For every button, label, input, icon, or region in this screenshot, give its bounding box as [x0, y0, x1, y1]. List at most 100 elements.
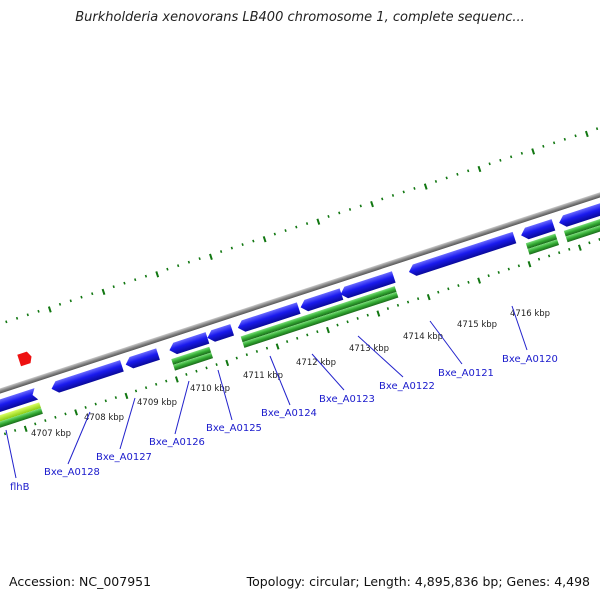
- scale-tick: [537, 257, 541, 261]
- scale-label: 4712 kbp: [296, 358, 336, 368]
- scale-tick: [174, 376, 179, 383]
- scale-tick: [265, 346, 269, 350]
- scale-tick: [416, 297, 420, 301]
- scale-tick: [54, 415, 57, 419]
- scale-label: 4716 kbp: [510, 309, 550, 319]
- gene-arrow[interactable]: [206, 324, 235, 343]
- chromosome-backbone: [0, 184, 600, 406]
- gene-label-bxe-a0122[interactable]: Bxe_A0122: [379, 381, 435, 392]
- scale-tick: [574, 134, 577, 138]
- gene-label-bxe-a0128[interactable]: Bxe_A0128: [44, 467, 100, 478]
- cds-bar[interactable]: [240, 286, 397, 343]
- scale-tick: [584, 130, 589, 138]
- gene-track[interactable]: [0, 193, 600, 417]
- scale-tick: [477, 165, 482, 173]
- scale-tick: [69, 299, 72, 303]
- scale-tick: [327, 215, 330, 218]
- gene-arrow[interactable]: [519, 219, 556, 241]
- scale-tick: [406, 300, 410, 304]
- inner-tick-ring: [3, 238, 600, 436]
- scale-tick: [488, 162, 491, 166]
- scale-tick: [547, 254, 551, 258]
- cds-bar[interactable]: [0, 408, 43, 437]
- cds-track[interactable]: [0, 206, 600, 437]
- gene-arrow[interactable]: [557, 193, 600, 229]
- scale-tick: [155, 382, 158, 386]
- gene-arrow[interactable]: [0, 388, 39, 417]
- scale-tick: [359, 204, 362, 208]
- cds-bar[interactable]: [171, 346, 212, 365]
- red-feature-marker[interactable]: [17, 351, 33, 367]
- scale-tick: [467, 169, 470, 173]
- scale-tick: [285, 340, 289, 343]
- scale-label: 4714 kbp: [403, 332, 443, 342]
- gene-label-bxe-a0124[interactable]: Bxe_A0124: [261, 408, 317, 419]
- genome-summary-text: Topology: circular; Length: 4,895,836 bp…: [246, 574, 590, 589]
- scale-tick: [426, 293, 431, 301]
- scale-tick: [273, 232, 276, 236]
- scale-tick: [252, 239, 255, 243]
- gene-arrow[interactable]: [407, 231, 517, 278]
- cds-bar[interactable]: [563, 206, 600, 237]
- gene-arrow[interactable]: [299, 288, 344, 313]
- gene-label-bxe-a0123[interactable]: Bxe_A0123: [319, 394, 375, 405]
- scale-tick: [316, 218, 321, 225]
- scale-tick: [296, 336, 299, 340]
- scale-tick: [552, 141, 556, 145]
- scale-tick: [44, 419, 47, 423]
- gene-labels[interactable]: flhB Bxe_A0128 Bxe_A0127 Bxe_A0126 Bxe_A…: [10, 354, 558, 493]
- scale-tick: [499, 158, 502, 162]
- gene-label-bxe-a0120[interactable]: Bxe_A0120: [502, 354, 558, 365]
- scale-tick: [64, 412, 67, 416]
- scale-tick: [165, 379, 168, 383]
- scale-tick: [434, 179, 438, 183]
- cds-bar[interactable]: [242, 291, 399, 348]
- scale-tick: [262, 236, 267, 243]
- scale-tick: [316, 330, 319, 334]
- scale-tick: [123, 281, 126, 285]
- gene-arrow[interactable]: [50, 360, 124, 394]
- gene-arrow[interactable]: [339, 271, 396, 300]
- scale-tick: [376, 310, 381, 317]
- outer-tick-ring: [5, 127, 599, 324]
- scale-tick: [366, 313, 369, 317]
- cds-bar[interactable]: [527, 239, 560, 255]
- gene-arrow[interactable]: [236, 302, 301, 333]
- scale-tick: [370, 200, 374, 208]
- scale-tick: [195, 369, 198, 373]
- scale-tick: [348, 208, 352, 211]
- cds-bar[interactable]: [173, 352, 214, 371]
- scale-tick: [577, 244, 582, 251]
- scale-tick: [91, 292, 94, 296]
- scale-tick: [144, 274, 148, 278]
- scale-tick: [34, 422, 37, 426]
- scale-tick: [5, 320, 8, 324]
- scale-tick: [47, 306, 52, 313]
- scale-tick: [235, 356, 238, 360]
- gene-label-bxe-a0126[interactable]: Bxe_A0126: [149, 437, 205, 448]
- scale-tick: [356, 317, 359, 320]
- gene-label-bxe-a0121[interactable]: Bxe_A0121: [438, 368, 494, 379]
- cds-bar[interactable]: [565, 211, 600, 243]
- scale-tick: [284, 229, 287, 232]
- scale-tick: [37, 309, 40, 313]
- scale-tick: [386, 307, 390, 311]
- scale-tick: [558, 251, 561, 255]
- scale-tick: [477, 277, 481, 284]
- cds-bar[interactable]: [525, 233, 558, 249]
- gene-arrow[interactable]: [168, 332, 210, 356]
- cds-bar[interactable]: [0, 402, 42, 432]
- scale-label: 4713 kbp: [349, 344, 389, 354]
- scale-tick: [520, 151, 524, 155]
- scale-tick: [588, 241, 591, 245]
- gene-label-bxe-a0127[interactable]: Bxe_A0127: [96, 452, 152, 463]
- gene-label-flhB[interactable]: flhB: [10, 482, 30, 493]
- scale-tick: [84, 405, 87, 409]
- scale-tick: [219, 250, 223, 254]
- scale-tick: [225, 359, 230, 367]
- scale-tick: [402, 190, 405, 194]
- scale-tick: [437, 290, 440, 294]
- gene-arrow[interactable]: [124, 348, 160, 370]
- gene-label-bxe-a0125[interactable]: Bxe_A0125: [206, 423, 262, 434]
